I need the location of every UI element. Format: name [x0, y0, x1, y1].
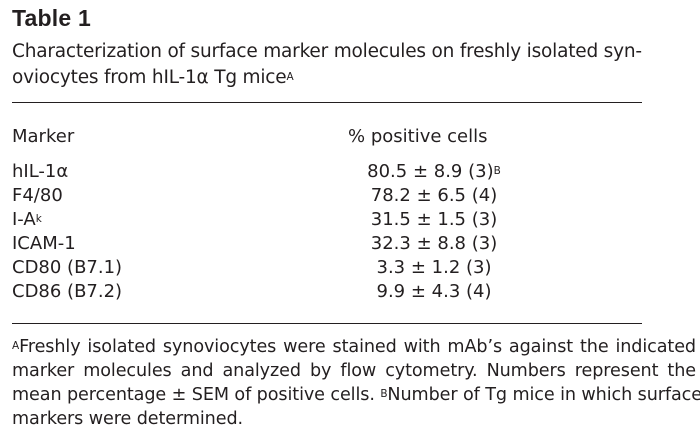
- table-row: CD80 (B7.1) 3.3 ± 1.2 (3): [12, 256, 642, 280]
- row-value: 78.2 ± 6.5 (4): [348, 184, 520, 208]
- footnote-line-4: markers were determined.: [12, 409, 244, 429]
- table-footnote: AFreshly isolated synoviocytes were stai…: [12, 335, 700, 431]
- table-row: ICAM-1 32.3 ± 8.8 (3): [12, 232, 642, 256]
- table-row: hIL-1α 80.5 ± 8.9 (3)B: [12, 160, 642, 184]
- footnote-a-mark: A: [12, 340, 20, 352]
- caption-line-1: Characterization of surface marker molec…: [12, 41, 642, 62]
- row-value: 32.3 ± 8.8 (3): [348, 232, 520, 256]
- marker-name: CD86 (B7.2): [12, 281, 123, 302]
- footnote-line-1-text: Freshly isolated synoviocytes were stain…: [19, 337, 696, 357]
- table-row: F4/80 78.2 ± 6.5 (4): [12, 184, 642, 208]
- row-marker: F4/80: [12, 184, 63, 208]
- marker-superscript: k: [35, 213, 42, 225]
- value-text: 9.9 ± 4.3 (4): [376, 281, 492, 302]
- table-label: Table 1: [12, 5, 91, 31]
- value-text: 31.5 ± 1.5 (3): [370, 209, 498, 230]
- value-text: 3.3 ± 1.2 (3): [376, 257, 492, 278]
- footnote-line-3b: Number of Tg mice in which surface: [387, 385, 700, 405]
- table-top-rule: [12, 102, 642, 103]
- table-row: I-Ak 31.5 ± 1.5 (3): [12, 208, 642, 232]
- row-marker: I-Ak: [12, 208, 42, 232]
- header-marker: Marker: [12, 126, 75, 147]
- marker-name: hIL-1α: [12, 161, 69, 182]
- marker-name: ICAM-1: [12, 233, 76, 254]
- row-marker: CD80 (B7.1): [12, 256, 122, 280]
- table-row: CD86 (B7.2) 9.9 ± 4.3 (4): [12, 280, 642, 304]
- row-marker: hIL-1α: [12, 160, 68, 184]
- table-header-row: Marker % positive cells: [12, 124, 642, 150]
- footnote-line-1: AFreshly isolated synoviocytes were stai…: [12, 335, 696, 359]
- table-body: hIL-1α 80.5 ± 8.9 (3)B F4/80 78.2 ± 6.5 …: [12, 160, 642, 304]
- marker-name: CD80 (B7.1): [12, 257, 123, 278]
- footnote-line-2: marker molecules and analyzed by flow cy…: [12, 361, 696, 381]
- footnote-b-mark: B: [380, 388, 388, 400]
- marker-name: I-A: [12, 209, 36, 230]
- footnote-line-3: mean percentage ± SEM of positive cells.…: [12, 383, 700, 407]
- row-marker: ICAM-1: [12, 232, 76, 256]
- value-footnote-mark: B: [493, 165, 501, 177]
- table-bottom-rule: [12, 323, 642, 324]
- header-percent-positive: % positive cells: [348, 126, 488, 147]
- footnote-line-3a: mean percentage ± SEM of positive cells.: [12, 385, 381, 405]
- value-text: 80.5 ± 8.9 (3): [367, 161, 494, 182]
- value-text: 78.2 ± 6.5 (4): [370, 185, 498, 206]
- table-caption: Characterization of surface marker molec…: [12, 39, 697, 91]
- row-value: 80.5 ± 8.9 (3)B: [348, 160, 520, 184]
- caption-line-2: oviocytes from hIL-1α Tg miceA: [12, 65, 697, 91]
- caption-line-2-text: oviocytes from hIL-1α Tg mice: [12, 67, 287, 88]
- value-text: 32.3 ± 8.8 (3): [370, 233, 498, 254]
- row-value: 3.3 ± 1.2 (3): [348, 256, 520, 280]
- row-value: 31.5 ± 1.5 (3): [348, 208, 520, 232]
- row-value: 9.9 ± 4.3 (4): [348, 280, 520, 304]
- caption-footnote-mark: A: [286, 71, 294, 83]
- row-marker: CD86 (B7.2): [12, 280, 122, 304]
- marker-name: F4/80: [12, 185, 63, 206]
